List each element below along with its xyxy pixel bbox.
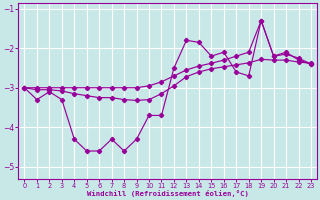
X-axis label: Windchill (Refroidissement éolien,°C): Windchill (Refroidissement éolien,°C) [87, 190, 249, 197]
